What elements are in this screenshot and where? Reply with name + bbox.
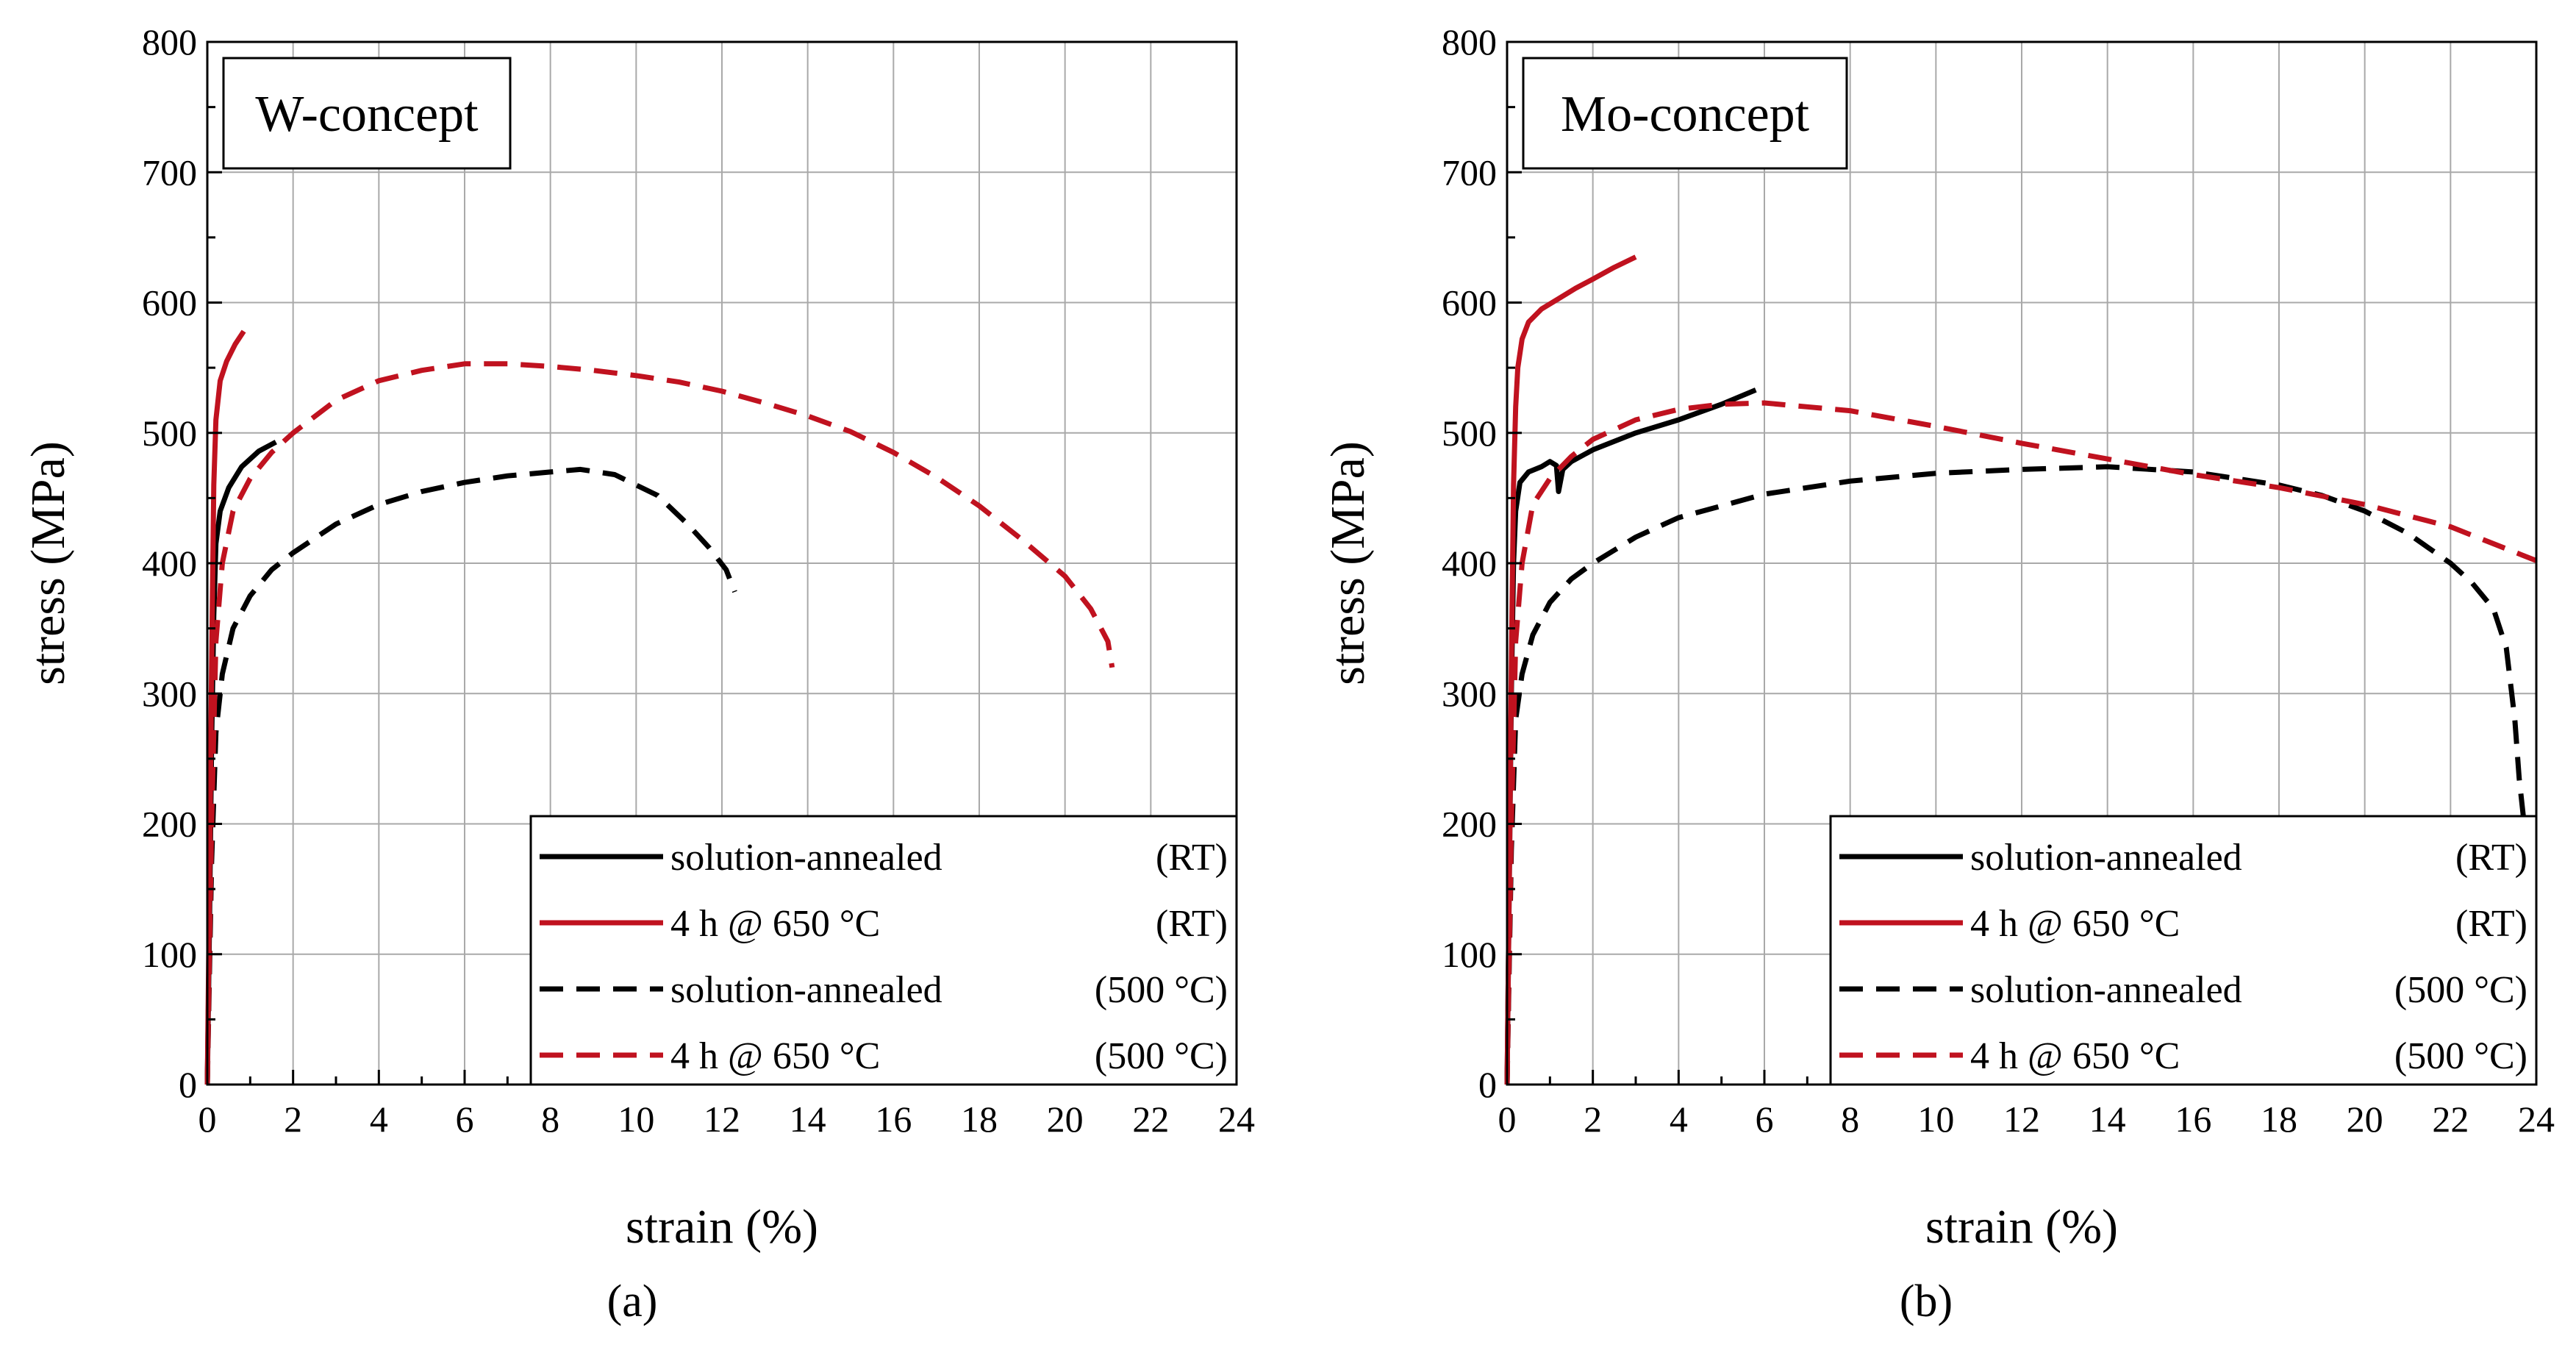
series-line-4-h-650-c-500-c <box>1504 400 2538 1085</box>
subfigure-caption: (a) <box>607 1276 658 1326</box>
legend-condition: (RT) <box>1156 903 1228 945</box>
x-tick-label: 6 <box>456 1099 474 1140</box>
x-axis-title: strain (%) <box>1925 1200 2118 1254</box>
legend: solution-annealed (RT) 4 h @ 650 °C (RT) sol… <box>529 815 1238 1086</box>
panel-b: 0 2 4 6 8 10 12 14 16 18 20 22 240100200300400500600… <box>1321 21 2555 1326</box>
legend-frame <box>529 815 1238 1086</box>
x-tick-label: 24 <box>1218 1099 1255 1140</box>
legend-condition: (500 °C) <box>1095 1035 1228 1077</box>
legend-condition: (500 °C) <box>2394 969 2527 1011</box>
x-tick-label: 18 <box>2261 1099 2297 1140</box>
subfigure-caption: (b) <box>1900 1276 1953 1326</box>
panel-title-frame <box>1522 57 1848 170</box>
y-tick-label: 800 <box>142 21 197 62</box>
legend-condition: (RT) <box>2455 903 2527 945</box>
x-tick-label: 16 <box>2175 1099 2211 1140</box>
legend-label: solution-annealed <box>1970 837 2242 879</box>
y-tick-label: 300 <box>1442 673 1497 714</box>
series-line-solution-annealed-rt <box>204 440 277 1085</box>
series-line-4-h-650-c-rt <box>1504 254 1637 1085</box>
panel-title-box: Mo-concept <box>1522 57 1848 170</box>
y-tick-label: 0 <box>1478 1064 1497 1105</box>
legend-label: 4 h @ 650 °C <box>670 1035 880 1077</box>
x-tick-label: 2 <box>1584 1099 1602 1140</box>
y-tick-label: 200 <box>1442 804 1497 845</box>
y-tick-label: 0 <box>179 1064 197 1105</box>
legend-label: solution-annealed <box>1970 969 2242 1011</box>
legend-condition: (RT) <box>1156 837 1228 879</box>
x-tick-label: 14 <box>790 1099 826 1140</box>
y-tick-label: 500 <box>142 412 197 454</box>
y-tick-label: 700 <box>142 151 197 193</box>
series-line-4-h-650-c-500-c <box>204 361 1115 1085</box>
panel-a: 0 2 4 6 8 10 12 14 16 18 20 22 240100200300400500600… <box>21 21 1255 1326</box>
x-tick-label: 10 <box>1917 1099 1954 1140</box>
x-tick-label: 14 <box>2089 1099 2126 1140</box>
legend-label: 4 h @ 650 °C <box>670 903 880 945</box>
y-axis-title: stress (MPa) <box>1321 441 1375 685</box>
series-line-solution-annealed-500-c <box>1504 464 2526 1085</box>
x-tick-label: 16 <box>875 1099 912 1140</box>
legend-frame <box>1829 815 2538 1086</box>
x-tick-label: 22 <box>2432 1099 2469 1140</box>
x-tick-label: 0 <box>1498 1099 1517 1140</box>
y-tick-label: 400 <box>142 543 197 584</box>
legend: solution-annealed (RT) 4 h @ 650 °C (RT) sol… <box>1829 815 2538 1086</box>
x-tick-label: 4 <box>1670 1099 1688 1140</box>
panel-title: W-concept <box>255 86 479 143</box>
legend-condition: (500 °C) <box>2394 1035 2527 1077</box>
y-tick-label: 600 <box>142 282 197 324</box>
y-tick-label: 800 <box>1442 21 1497 62</box>
panel-title-frame <box>222 57 512 170</box>
x-tick-label: 12 <box>704 1099 740 1140</box>
legend-label: solution-annealed <box>670 969 942 1011</box>
x-tick-label: 20 <box>1047 1099 1084 1140</box>
y-tick-label: 600 <box>1442 282 1497 324</box>
x-tick-label: 6 <box>1756 1099 1774 1140</box>
y-tick-label: 100 <box>1442 934 1497 975</box>
x-tick-label: 0 <box>198 1099 217 1140</box>
x-tick-label: 8 <box>1841 1099 1859 1140</box>
x-tick-label: 8 <box>541 1099 559 1140</box>
legend-label: solution-annealed <box>670 837 942 879</box>
legend-label: 4 h @ 650 °C <box>1970 1035 2180 1077</box>
y-axis-title: stress (MPa) <box>21 441 75 685</box>
legend-condition: (500 °C) <box>1095 969 1228 1011</box>
panel-title-box: W-concept <box>222 57 512 170</box>
x-tick-label: 18 <box>961 1099 998 1140</box>
x-tick-label: 2 <box>284 1099 302 1140</box>
series-line-solution-annealed-rt <box>1504 387 1757 1085</box>
y-tick-label: 300 <box>142 673 197 714</box>
x-tick-label: 10 <box>618 1099 654 1140</box>
y-tick-label: 400 <box>1442 543 1497 584</box>
legend-label: 4 h @ 650 °C <box>1970 903 2180 945</box>
x-tick-label: 20 <box>2347 1099 2383 1140</box>
legend-condition: (RT) <box>2455 837 2527 879</box>
y-tick-label: 100 <box>142 934 197 975</box>
x-tick-label: 22 <box>1132 1099 1169 1140</box>
x-tick-label: 24 <box>2518 1099 2555 1140</box>
x-tick-label: 12 <box>2003 1099 2040 1140</box>
y-tick-label: 500 <box>1442 412 1497 454</box>
x-tick-label: 4 <box>370 1099 388 1140</box>
y-tick-label: 200 <box>142 804 197 845</box>
panel-title: Mo-concept <box>1561 86 1810 143</box>
series-line-solution-annealed-500-c <box>204 466 737 1085</box>
y-tick-label: 700 <box>1442 151 1497 193</box>
x-axis-title: strain (%) <box>626 1200 818 1254</box>
